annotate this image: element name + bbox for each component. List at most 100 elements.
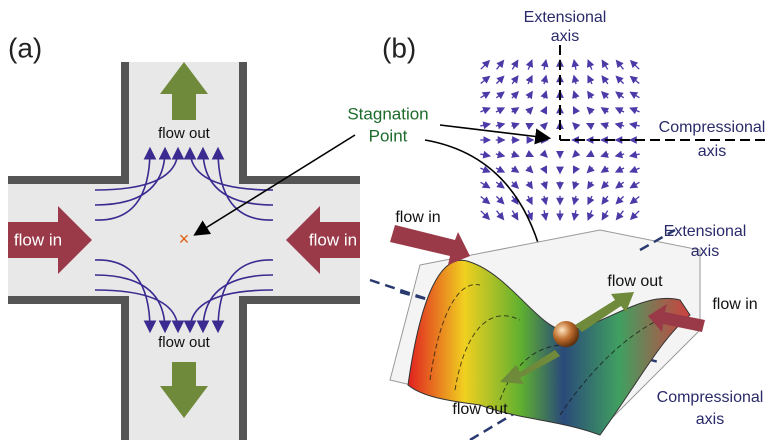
axis-label: Compressional <box>659 119 766 136</box>
field-arrow <box>496 168 504 172</box>
field-arrow <box>587 107 592 112</box>
surface-plot <box>370 230 700 440</box>
flow-in: flow in <box>14 230 62 249</box>
axis-label: axis <box>551 28 579 45</box>
field-arrow <box>588 60 592 69</box>
field-arrow <box>512 76 518 84</box>
field-arrow <box>574 196 576 204</box>
field-arrow <box>616 76 623 83</box>
field-arrow <box>496 92 504 98</box>
field-arrow <box>616 124 624 126</box>
field-arrow <box>480 124 489 126</box>
field-arrow <box>528 92 532 99</box>
field-arrow <box>527 107 532 112</box>
axis-label: Extensional <box>664 223 747 240</box>
field-arrow <box>528 196 532 204</box>
field-arrow <box>601 124 608 126</box>
field-arrow <box>602 168 609 172</box>
field-arrow <box>544 76 546 84</box>
field-arrow <box>616 154 624 156</box>
field-arrow <box>528 182 532 189</box>
stagnation-label: Stagnation <box>347 104 428 123</box>
field-arrow <box>528 60 532 69</box>
axis-label: Compressional <box>657 389 764 406</box>
field-arrow <box>527 167 532 172</box>
stagnation-label: Point <box>369 126 408 145</box>
field-arrow <box>616 196 623 203</box>
field-arrow <box>480 168 489 172</box>
field-arrow <box>496 154 504 156</box>
field-arrow <box>528 76 532 84</box>
field-arrow <box>512 108 519 112</box>
field-arrow <box>544 196 546 204</box>
field-arrow <box>631 61 639 69</box>
field-arrow <box>481 182 490 187</box>
field-arrow <box>481 197 490 204</box>
field-arrow <box>496 196 503 203</box>
field-arrow <box>497 61 504 70</box>
field-arrow <box>544 210 546 219</box>
field-arrow <box>512 182 518 188</box>
flow-out: flow out <box>158 125 211 142</box>
field-arrow <box>574 181 576 188</box>
field-arrow <box>574 91 576 98</box>
field-arrow <box>616 92 624 98</box>
field-arrow <box>631 92 640 97</box>
field-arrow <box>574 167 577 173</box>
field-arrow <box>631 182 640 187</box>
axis-label: axis <box>698 143 726 160</box>
field-arrow <box>512 61 517 70</box>
field-arrow <box>511 154 518 156</box>
field-arrow <box>574 210 576 219</box>
field-arrow <box>601 154 608 156</box>
field-arrow <box>630 108 639 112</box>
field-arrow <box>602 92 608 98</box>
stagnation-mark: × <box>179 229 190 249</box>
flow-in: flow in <box>712 296 757 313</box>
field-arrow <box>602 182 608 188</box>
field-arrow <box>527 124 533 127</box>
field-arrow <box>617 61 624 70</box>
field-arrow <box>543 153 547 157</box>
field-arrow <box>587 154 593 157</box>
field-arrow <box>496 76 503 83</box>
field-arrow <box>588 210 592 219</box>
field-arrow <box>616 108 624 112</box>
field-arrow <box>527 154 533 157</box>
flow-in: flow in <box>395 209 440 226</box>
axis-label: axis <box>696 411 724 428</box>
field-arrow <box>544 167 547 173</box>
flow-out: flow out <box>607 273 663 290</box>
arrow-in <box>390 225 470 265</box>
field-arrow <box>574 107 577 113</box>
field-arrow <box>588 196 592 204</box>
field-arrow <box>574 60 576 69</box>
field-arrow <box>543 123 547 127</box>
panel-label: (b) <box>382 32 416 63</box>
field-arrow <box>630 168 639 172</box>
field-arrow <box>630 154 639 156</box>
field-arrow <box>573 153 577 157</box>
field-arrow <box>496 182 504 188</box>
field-arrow <box>602 196 608 204</box>
field-arrow <box>602 76 608 84</box>
field-arrow <box>511 124 518 126</box>
field-arrow <box>631 77 640 84</box>
field-arrow <box>573 123 577 127</box>
field-arrow <box>588 92 592 99</box>
field-arrow <box>588 76 592 84</box>
field-arrow <box>602 61 607 70</box>
field-arrow <box>616 182 624 188</box>
field-arrow <box>496 124 504 126</box>
field-arrow <box>631 197 640 204</box>
field-arrow <box>587 167 592 172</box>
field-arrow <box>544 60 546 69</box>
field-arrow <box>602 108 609 112</box>
field-arrow <box>631 211 639 219</box>
flow-out: flow out <box>158 334 211 351</box>
field-arrow <box>574 76 576 84</box>
field-arrow <box>512 211 517 220</box>
field-arrow <box>512 168 519 172</box>
field-arrow <box>616 168 624 172</box>
field-arrow <box>544 91 546 98</box>
